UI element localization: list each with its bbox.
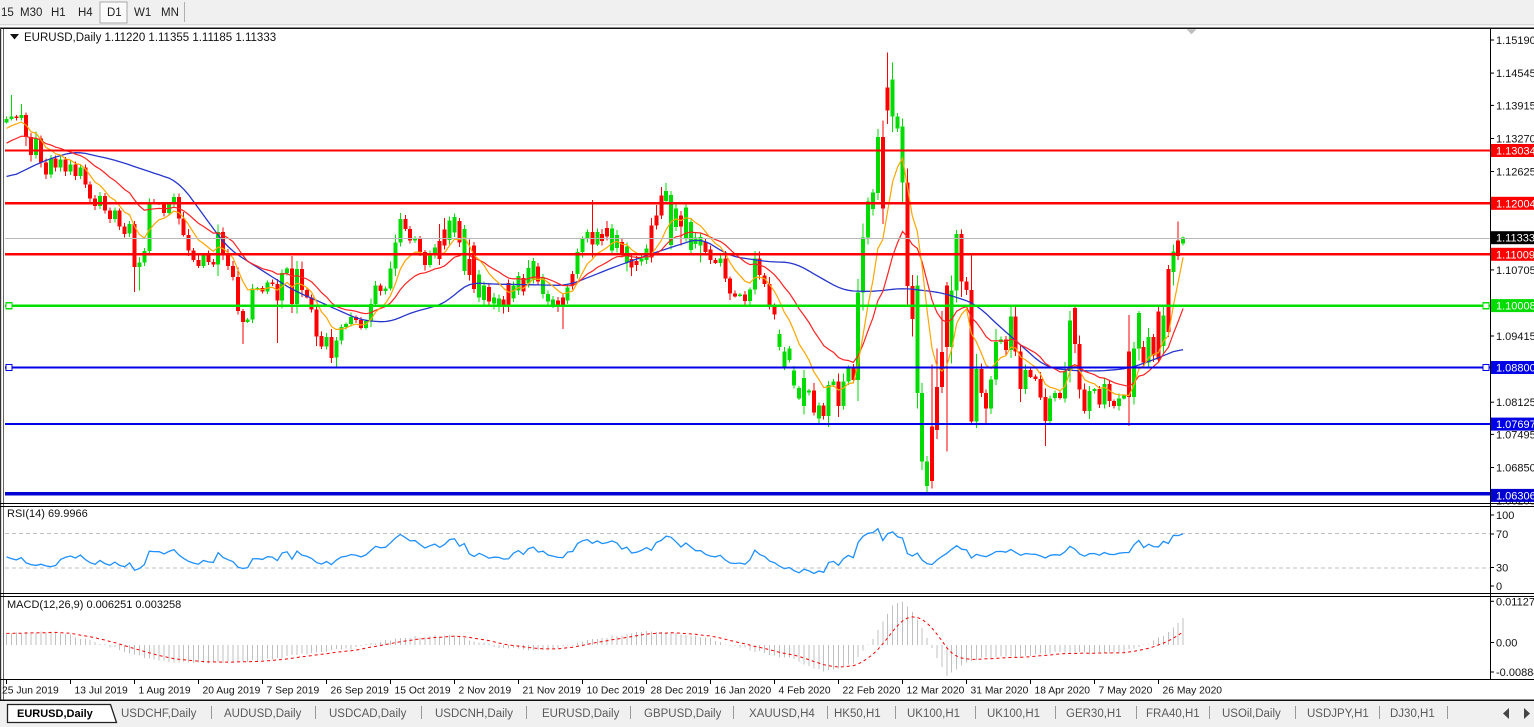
svg-text:1.06850: 1.06850	[1496, 463, 1534, 475]
svg-text:USDCAD,Daily: USDCAD,Daily	[329, 708, 407, 720]
svg-text:1.14545: 1.14545	[1496, 68, 1534, 80]
svg-text:1 Aug 2019: 1 Aug 2019	[139, 686, 191, 697]
svg-text:10 Dec 2019: 10 Dec 2019	[587, 686, 646, 697]
svg-text:18 Apr 2020: 18 Apr 2020	[1035, 686, 1091, 697]
svg-text:100: 100	[1496, 510, 1514, 522]
svg-text:70: 70	[1496, 529, 1508, 541]
svg-text:1.13034: 1.13034	[1496, 146, 1534, 158]
svg-text:15 Oct 2019: 15 Oct 2019	[395, 686, 451, 697]
svg-text:MACD(12,26,9) 0.006251 0.00325: MACD(12,26,9) 0.006251 0.003258	[7, 599, 181, 611]
svg-text:1.13270: 1.13270	[1496, 134, 1534, 146]
svg-text:RSI(14) 69.9966: RSI(14) 69.9966	[7, 508, 88, 520]
svg-text:26 Sep 2019: 26 Sep 2019	[331, 686, 390, 697]
svg-text:1.06306: 1.06306	[1496, 490, 1534, 502]
svg-text:MN: MN	[161, 7, 179, 19]
svg-text:W1: W1	[134, 7, 151, 19]
svg-text:UK100,H1: UK100,H1	[907, 708, 960, 720]
svg-text:28 Dec 2019: 28 Dec 2019	[651, 686, 710, 697]
svg-text:H4: H4	[78, 7, 93, 19]
svg-text:1.07697: 1.07697	[1496, 419, 1534, 431]
svg-text:UK100,H1: UK100,H1	[987, 708, 1040, 720]
svg-text:15: 15	[1, 7, 14, 19]
svg-text:M30: M30	[20, 7, 42, 19]
svg-text:2 Nov 2019: 2 Nov 2019	[459, 686, 512, 697]
svg-text:25 Jun 2019: 25 Jun 2019	[2, 686, 59, 697]
svg-text:12 Mar 2020: 12 Mar 2020	[907, 686, 965, 697]
svg-text:EURUSD,Daily: EURUSD,Daily	[17, 708, 94, 720]
svg-text:0.011277: 0.011277	[1496, 596, 1534, 608]
svg-text:XAUUSD,H4: XAUUSD,H4	[749, 708, 815, 720]
svg-text:EURUSD,Daily: EURUSD,Daily	[542, 708, 620, 720]
svg-text:H1: H1	[51, 7, 66, 19]
svg-text:1.11009: 1.11009	[1496, 249, 1534, 261]
svg-text:21 Nov 2019: 21 Nov 2019	[523, 686, 582, 697]
svg-text:GER30,H1: GER30,H1	[1066, 708, 1122, 720]
svg-text:1.09415: 1.09415	[1496, 331, 1534, 343]
svg-text:31 Mar 2020: 31 Mar 2020	[971, 686, 1029, 697]
svg-text:1.13915: 1.13915	[1496, 100, 1534, 112]
svg-text:1.15190: 1.15190	[1496, 35, 1534, 47]
svg-text:USOil,Daily: USOil,Daily	[1222, 708, 1281, 720]
svg-text:7 May 2020: 7 May 2020	[1099, 686, 1153, 697]
svg-text:30: 30	[1496, 563, 1508, 575]
svg-text:16 Jan 2020: 16 Jan 2020	[715, 686, 772, 697]
svg-text:0.00: 0.00	[1496, 638, 1517, 650]
svg-text:13 Jul 2019: 13 Jul 2019	[75, 686, 129, 697]
svg-text:HK50,H1: HK50,H1	[834, 708, 881, 720]
svg-text:1.08800: 1.08800	[1496, 363, 1534, 375]
svg-text:1.07495: 1.07495	[1496, 429, 1534, 441]
svg-text:FRA40,H1: FRA40,H1	[1146, 708, 1200, 720]
svg-text:1.12625: 1.12625	[1496, 167, 1534, 179]
svg-text:1.11333: 1.11333	[1496, 233, 1534, 245]
svg-text:USDCHF,Daily: USDCHF,Daily	[121, 708, 197, 720]
svg-text:0: 0	[1496, 581, 1502, 593]
svg-text:7 Sep 2019: 7 Sep 2019	[267, 686, 320, 697]
svg-text:1.10008: 1.10008	[1496, 301, 1534, 313]
svg-text:GBPUSD,Daily: GBPUSD,Daily	[644, 708, 722, 720]
svg-text:1.10705: 1.10705	[1496, 265, 1534, 277]
svg-text:20 Aug 2019: 20 Aug 2019	[203, 686, 261, 697]
svg-text:AUDUSD,Daily: AUDUSD,Daily	[224, 708, 302, 720]
svg-text:DJ30,H1: DJ30,H1	[1390, 708, 1435, 720]
svg-text:22 Feb 2020: 22 Feb 2020	[843, 686, 901, 697]
svg-text:-0.008845: -0.008845	[1496, 667, 1534, 679]
svg-text:1.12004: 1.12004	[1496, 198, 1534, 210]
svg-text:USDJPY,H1: USDJPY,H1	[1307, 708, 1369, 720]
svg-text:4 Feb 2020: 4 Feb 2020	[779, 686, 831, 697]
svg-text:EURUSD,Daily 1.11220 1.11355: EURUSD,Daily 1.11220 1.11355 1.11185 1.1…	[24, 32, 276, 44]
svg-text:USDCNH,Daily: USDCNH,Daily	[435, 708, 513, 720]
svg-text:1.08125: 1.08125	[1496, 397, 1534, 409]
svg-text:D1: D1	[107, 7, 122, 19]
svg-text:26 May 2020: 26 May 2020	[1163, 686, 1223, 697]
